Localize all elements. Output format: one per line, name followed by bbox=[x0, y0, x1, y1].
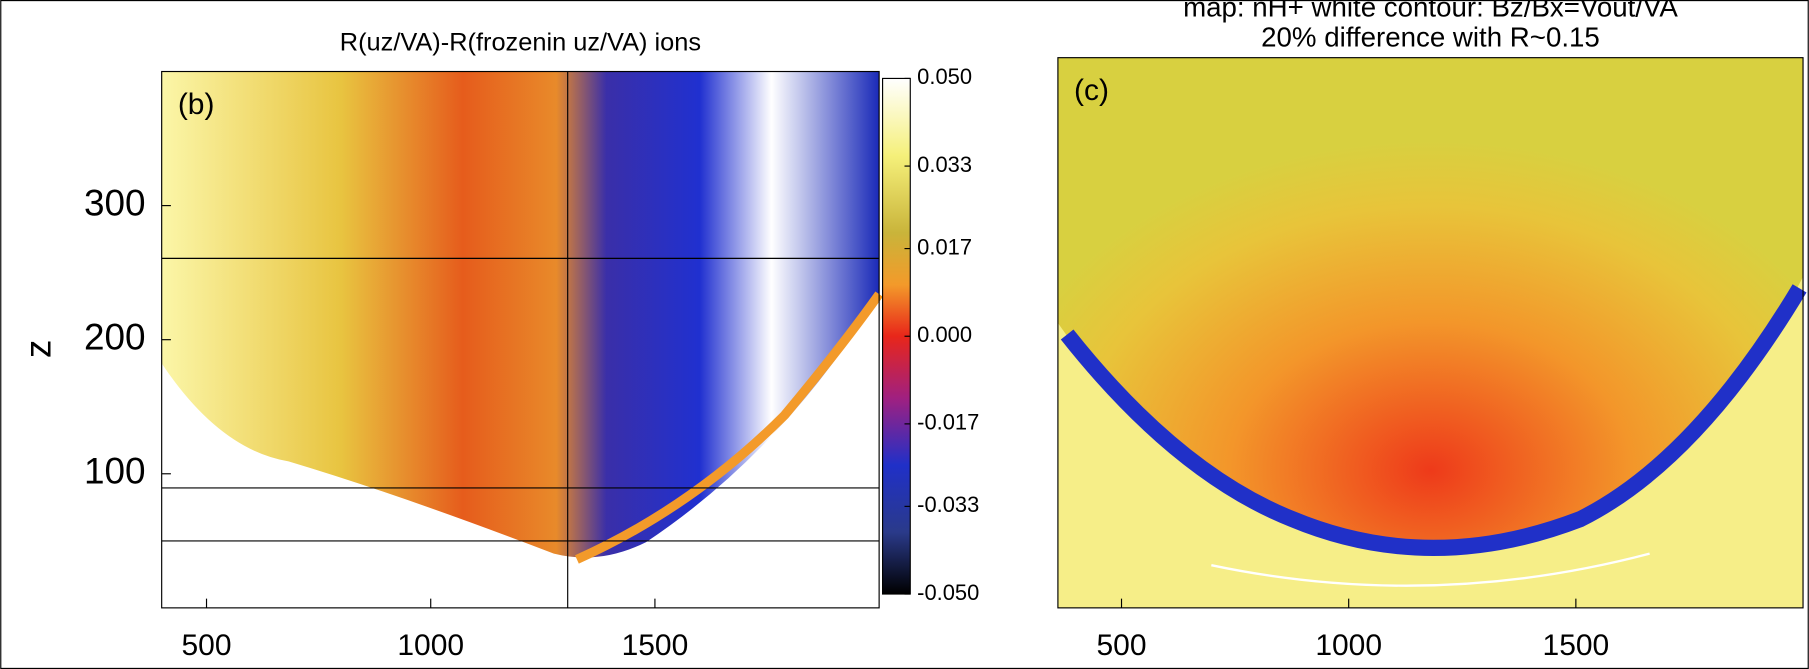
plot-frame bbox=[1057, 57, 1804, 609]
boundary bbox=[575, 291, 883, 564]
x-tick-label: 1000 bbox=[1315, 629, 1382, 662]
colorbar-tick-label: 0.017 bbox=[917, 234, 972, 259]
y-tick-label: 200 bbox=[84, 316, 146, 357]
colorbar-tick-label: 0.000 bbox=[917, 322, 972, 347]
boundary bbox=[1060, 284, 1807, 556]
y-tick-label: 100 bbox=[84, 451, 146, 492]
chart-subtitle: 20% difference with R~0.15 bbox=[1261, 22, 1600, 53]
x-tick-label: 500 bbox=[182, 629, 232, 662]
outer-region bbox=[1057, 276, 1804, 608]
x-axis-label: x bbox=[512, 656, 529, 669]
x-tick-label: 1500 bbox=[1543, 629, 1610, 662]
colorbar-tick-label: 0.033 bbox=[917, 152, 972, 177]
chart-title: map: nH+ white contour: Bz/Bx=Vout/VA bbox=[1183, 0, 1678, 23]
colorbar-tick-label: 0.050 bbox=[917, 64, 972, 89]
x-tick-label: 1000 bbox=[397, 629, 464, 662]
x-axis-label: x bbox=[1422, 656, 1439, 669]
empty-region bbox=[161, 294, 880, 608]
x-tick-label: 1500 bbox=[622, 629, 689, 662]
panel-label: (b) bbox=[178, 88, 215, 121]
y-axis-label: z bbox=[17, 340, 58, 358]
y-tick-label: 300 bbox=[84, 182, 146, 223]
chart-title: R(uz/VA)-R(frozenin uz/VA) ions bbox=[340, 29, 701, 57]
colorbar-tick-label: -0.033 bbox=[917, 492, 979, 517]
colorbar-tick-label: -0.050 bbox=[917, 580, 979, 605]
contour bbox=[1211, 552, 1650, 587]
panel-label: (c) bbox=[1074, 74, 1109, 107]
x-tick-label: 500 bbox=[1097, 629, 1147, 662]
colorbar-tick-label: -0.017 bbox=[917, 410, 979, 435]
